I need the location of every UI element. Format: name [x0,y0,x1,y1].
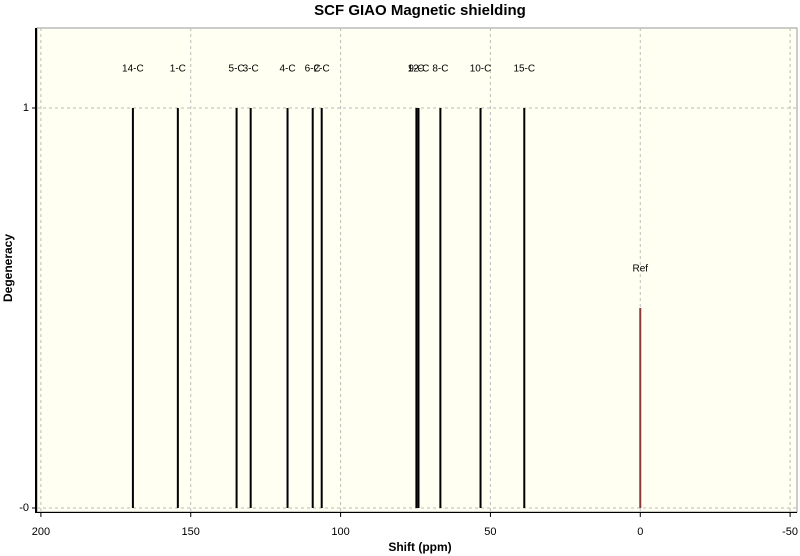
peak-label: 14-C [122,64,144,75]
x-axis-label: Shift (ppm) [388,540,451,554]
x-tick-label: 0 [637,526,643,538]
peak-label: 12-C [408,64,430,75]
y-tick-label: 1 [23,102,29,114]
peak-label: 1-C [170,64,186,75]
y-tick-label: -0 [19,502,29,514]
x-tick-label: -50 [782,526,798,538]
x-tick-label: 150 [182,526,200,538]
peak-label: 4-C [279,64,295,75]
peak-label: 2-C [314,64,330,75]
peak-label: 15-C [513,64,535,75]
peak-label: 3-C [243,64,259,75]
peak-label: 10-C [470,64,492,75]
peak-label: 6-C [305,64,321,75]
chart-title: SCF GIAO Magnetic shielding [314,2,526,19]
x-tick-label: 200 [32,526,50,538]
peak-label: Ref [632,264,648,275]
peak-label: 8-C [432,64,448,75]
x-tick-label: 50 [484,526,496,538]
peak-label: 9-C [408,64,424,75]
x-tick-label: 100 [331,526,349,538]
peak-label: 5-C [229,64,245,75]
y-axis-label: Degeneracy [1,234,15,302]
